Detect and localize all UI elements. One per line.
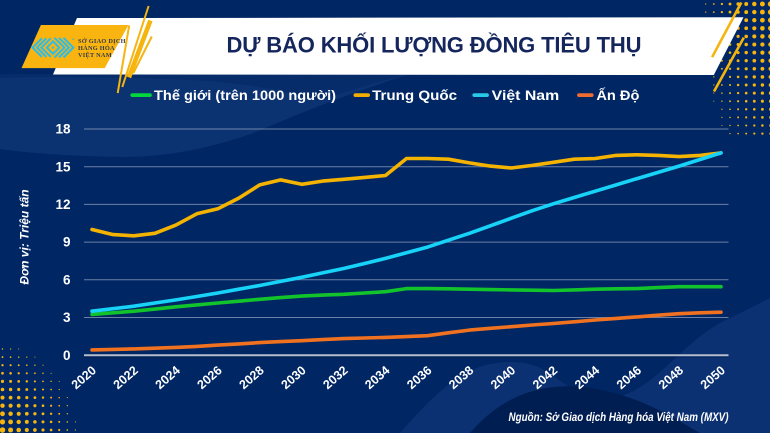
svg-text:Thế giới (trên 1000 người): Thế giới (trên 1000 người) — [154, 87, 336, 103]
svg-text:15: 15 — [55, 159, 71, 174]
svg-text:18: 18 — [55, 122, 71, 137]
svg-text:Ấn Độ: Ấn Độ — [596, 87, 639, 103]
svg-text:3: 3 — [63, 310, 71, 325]
svg-text:HÀNG HÓA: HÀNG HÓA — [78, 44, 115, 52]
svg-text:12: 12 — [55, 197, 70, 212]
svg-text:9: 9 — [63, 235, 71, 250]
svg-text:SỞ GIAO DỊCH: SỞ GIAO DỊCH — [78, 37, 126, 45]
svg-text:0: 0 — [63, 348, 71, 363]
svg-text:Nguồn: Sở Giao dịch Hàng hóa V: Nguồn: Sở Giao dịch Hàng hóa Việt Nam (M… — [509, 412, 729, 424]
svg-text:Đơn vị: Triệu tấn: Đơn vị: Triệu tấn — [18, 189, 32, 284]
svg-text:Trung Quốc: Trung Quốc — [372, 87, 457, 103]
svg-text:VIỆT NAM: VIỆT NAM — [78, 51, 112, 59]
svg-text:6: 6 — [63, 272, 71, 287]
svg-text:DỰ BÁO KHỐI LƯỢNG ĐỒNG TIÊU TH: DỰ BÁO KHỐI LƯỢNG ĐỒNG TIÊU THỤ — [227, 32, 642, 58]
svg-text:Việt Nam: Việt Nam — [492, 87, 560, 103]
